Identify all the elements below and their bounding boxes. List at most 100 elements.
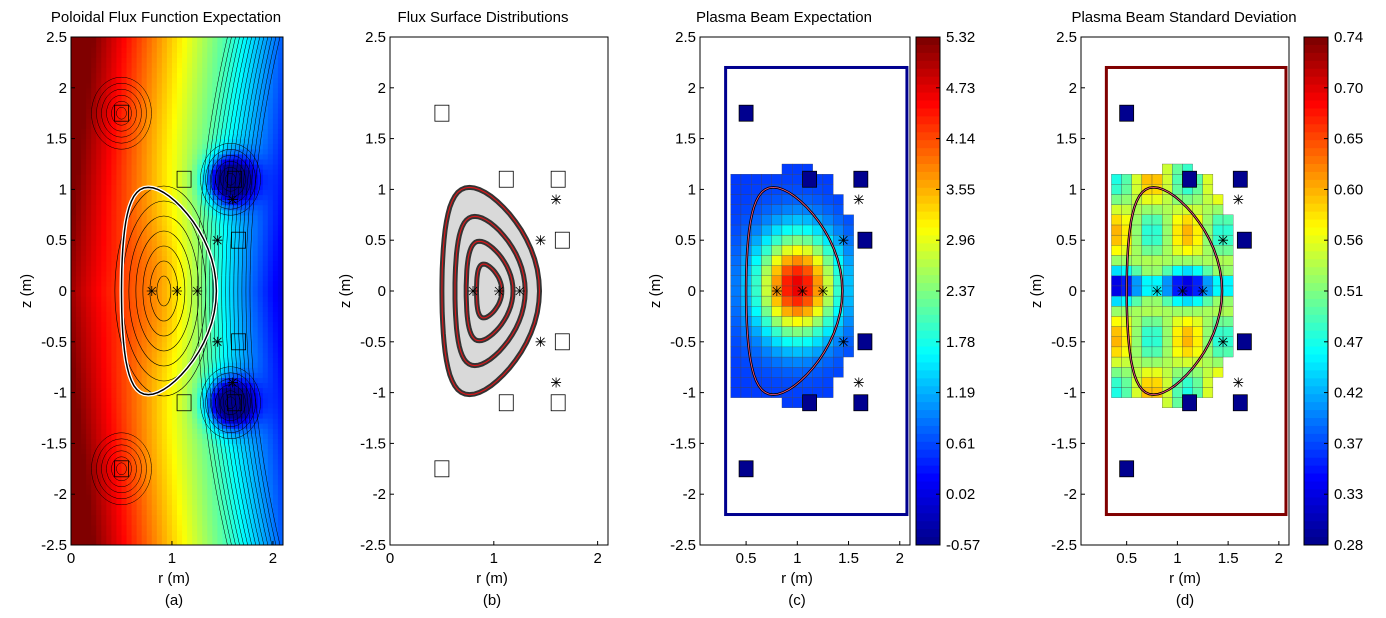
y-tick-label: 2 — [688, 80, 696, 97]
field-cell — [237, 128, 244, 135]
field-cell — [222, 387, 229, 394]
field-cell — [207, 448, 213, 455]
field-cell — [262, 280, 269, 287]
field-cell — [232, 392, 239, 399]
field-cell — [151, 489, 158, 495]
field-cell — [247, 539, 254, 545]
field-cell — [121, 179, 128, 185]
field-cell — [91, 199, 97, 206]
field-cell — [197, 418, 203, 424]
field-cell — [76, 306, 82, 312]
field-cell — [197, 148, 203, 155]
field-cell — [192, 280, 198, 287]
field-cell — [222, 351, 229, 358]
field-cell — [91, 453, 97, 460]
field-cell — [71, 519, 77, 526]
field-cell — [156, 169, 163, 175]
field-cell — [247, 113, 254, 119]
field-cell — [86, 265, 92, 272]
field-cell — [81, 473, 87, 480]
beam-pixel — [792, 275, 803, 287]
field-cell — [71, 428, 77, 434]
field-cell — [222, 367, 229, 373]
field-cell — [267, 133, 274, 140]
field-cell — [212, 418, 218, 424]
field-cell — [116, 123, 123, 130]
field-cell — [207, 67, 213, 74]
field-cell — [101, 448, 107, 455]
field-cell — [116, 494, 123, 500]
field-cell — [222, 255, 229, 262]
field-cell — [141, 291, 148, 297]
field-cell — [71, 524, 77, 531]
field-cell — [237, 108, 244, 114]
field-cell — [161, 367, 168, 373]
colorbar-segment — [916, 433, 940, 443]
field-cell — [151, 412, 158, 419]
field-cell — [252, 47, 259, 53]
field-cell — [166, 87, 173, 94]
field-cell — [91, 387, 97, 394]
beam-pixel — [1172, 336, 1183, 348]
field-cell — [277, 494, 283, 500]
field-cell — [161, 509, 168, 516]
field-cell — [242, 478, 249, 485]
field-cell — [267, 204, 274, 211]
field-cell — [227, 97, 234, 104]
field-cell — [207, 504, 213, 511]
field-cell — [121, 524, 128, 531]
field-cell — [222, 148, 229, 155]
field-cell — [202, 52, 208, 58]
field-cell — [257, 504, 264, 511]
field-cell — [177, 148, 183, 155]
field-cell — [81, 128, 87, 135]
field-cell — [177, 341, 183, 348]
field-cell — [86, 509, 92, 516]
field-cell — [262, 291, 269, 297]
field-cell — [192, 397, 198, 404]
field-cell — [121, 509, 128, 516]
field-cell — [111, 77, 118, 84]
field-cell — [237, 37, 244, 43]
field-cell — [151, 504, 158, 511]
field-cell — [121, 423, 128, 429]
field-cell — [136, 316, 143, 323]
field-cell — [277, 448, 283, 455]
field-cell — [242, 473, 249, 480]
colorbar-segment — [916, 116, 940, 125]
field-cell — [187, 143, 193, 150]
field-cell — [71, 458, 77, 465]
field-cell — [151, 108, 158, 114]
field-cell — [121, 133, 128, 140]
field-cell — [161, 57, 168, 63]
field-cell — [116, 539, 123, 545]
field-cell — [101, 504, 107, 511]
field-cell — [71, 113, 77, 119]
field-cell — [96, 52, 102, 58]
beam-pixel — [1131, 174, 1143, 185]
contour-line — [229, 37, 261, 545]
field-cell — [91, 418, 97, 424]
field-cell — [182, 463, 188, 470]
x-axis-label: r (m) — [781, 570, 813, 587]
field-cell — [96, 57, 102, 63]
field-cell — [156, 377, 163, 384]
field-cell — [116, 224, 123, 231]
field-cell — [171, 158, 178, 165]
field-cell — [171, 407, 178, 414]
field-cell — [101, 42, 107, 48]
field-cell — [166, 174, 173, 180]
field-cell — [71, 438, 77, 444]
field-cell — [277, 539, 283, 545]
chart-panel-d: 2.521.510.50-0.5-1-1.5-2-2.50.5 1 1.5 2Plas… — [1028, 9, 1363, 609]
field-cell — [86, 92, 92, 99]
field-cell — [101, 367, 107, 373]
field-cell — [277, 367, 283, 373]
field-cell — [146, 204, 153, 211]
field-cell — [247, 285, 254, 292]
field-cell — [232, 519, 239, 526]
field-cell — [267, 382, 274, 389]
field-cell — [146, 326, 153, 333]
contour-line — [142, 245, 186, 337]
